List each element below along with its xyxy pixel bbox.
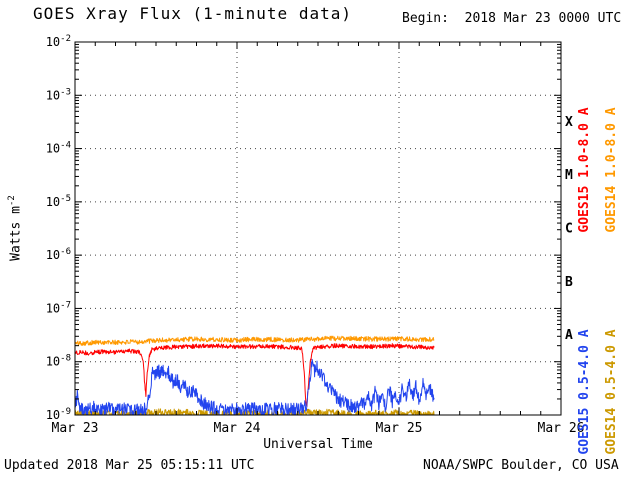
begin-label: Begin: 2018 Mar 23 0000 UTC <box>402 11 622 26</box>
y-tick-label: 10-5 <box>46 194 71 209</box>
legend-goes15-long: GOES15 1.0-8.0 A <box>577 107 592 233</box>
y-tick-label: 10-4 <box>46 141 71 156</box>
y-axis-label-text: Watts m <box>8 206 24 261</box>
series-line-goes14-long <box>74 335 435 346</box>
x-tick-label: Mar 26 <box>538 421 585 436</box>
series-line-goes15-short <box>74 358 435 416</box>
flare-class-label: X <box>565 115 573 130</box>
x-tick-label: Mar 23 <box>52 421 99 436</box>
gridlines <box>75 42 561 415</box>
x-tick-label: Mar 25 <box>376 421 423 436</box>
credit: NOAA/SWPC Boulder, CO USA <box>423 458 619 473</box>
y-tick-label: 10-9 <box>46 407 71 422</box>
flare-class-label: A <box>565 328 573 343</box>
updated-timestamp: Updated 2018 Mar 25 05:15:11 UTC <box>4 458 255 473</box>
y-tick-label: 10-6 <box>46 247 71 262</box>
y-tick-label: 10-7 <box>46 300 71 315</box>
x-axis-label: Universal Time <box>263 437 373 452</box>
y-axis-label-exponent: -2 <box>7 195 17 207</box>
flare-class-label: M <box>565 168 573 183</box>
series-line-goes15-long <box>74 343 435 407</box>
flare-class-label: B <box>565 275 573 290</box>
legend-goes15-short: GOES15 0.5-4.0 A <box>577 329 592 455</box>
y-tick-label: 10-3 <box>46 87 71 102</box>
axes <box>74 41 562 416</box>
y-tick-label: 10-8 <box>46 354 71 369</box>
flare-class-label: C <box>565 222 573 237</box>
y-tick-label: 10-2 <box>46 34 71 49</box>
legend-goes14-short: GOES14 0.5-4.0 A <box>604 329 619 455</box>
series-lines <box>74 335 435 416</box>
y-axis-label: Watts m-2 <box>4 158 24 298</box>
legend-goes14-long: GOES14 1.0-8.0 A <box>604 107 619 233</box>
series-line-goes14-short <box>74 408 435 416</box>
chart-title: GOES Xray Flux (1-minute data) <box>33 4 352 23</box>
x-tick-label: Mar 24 <box>214 421 261 436</box>
